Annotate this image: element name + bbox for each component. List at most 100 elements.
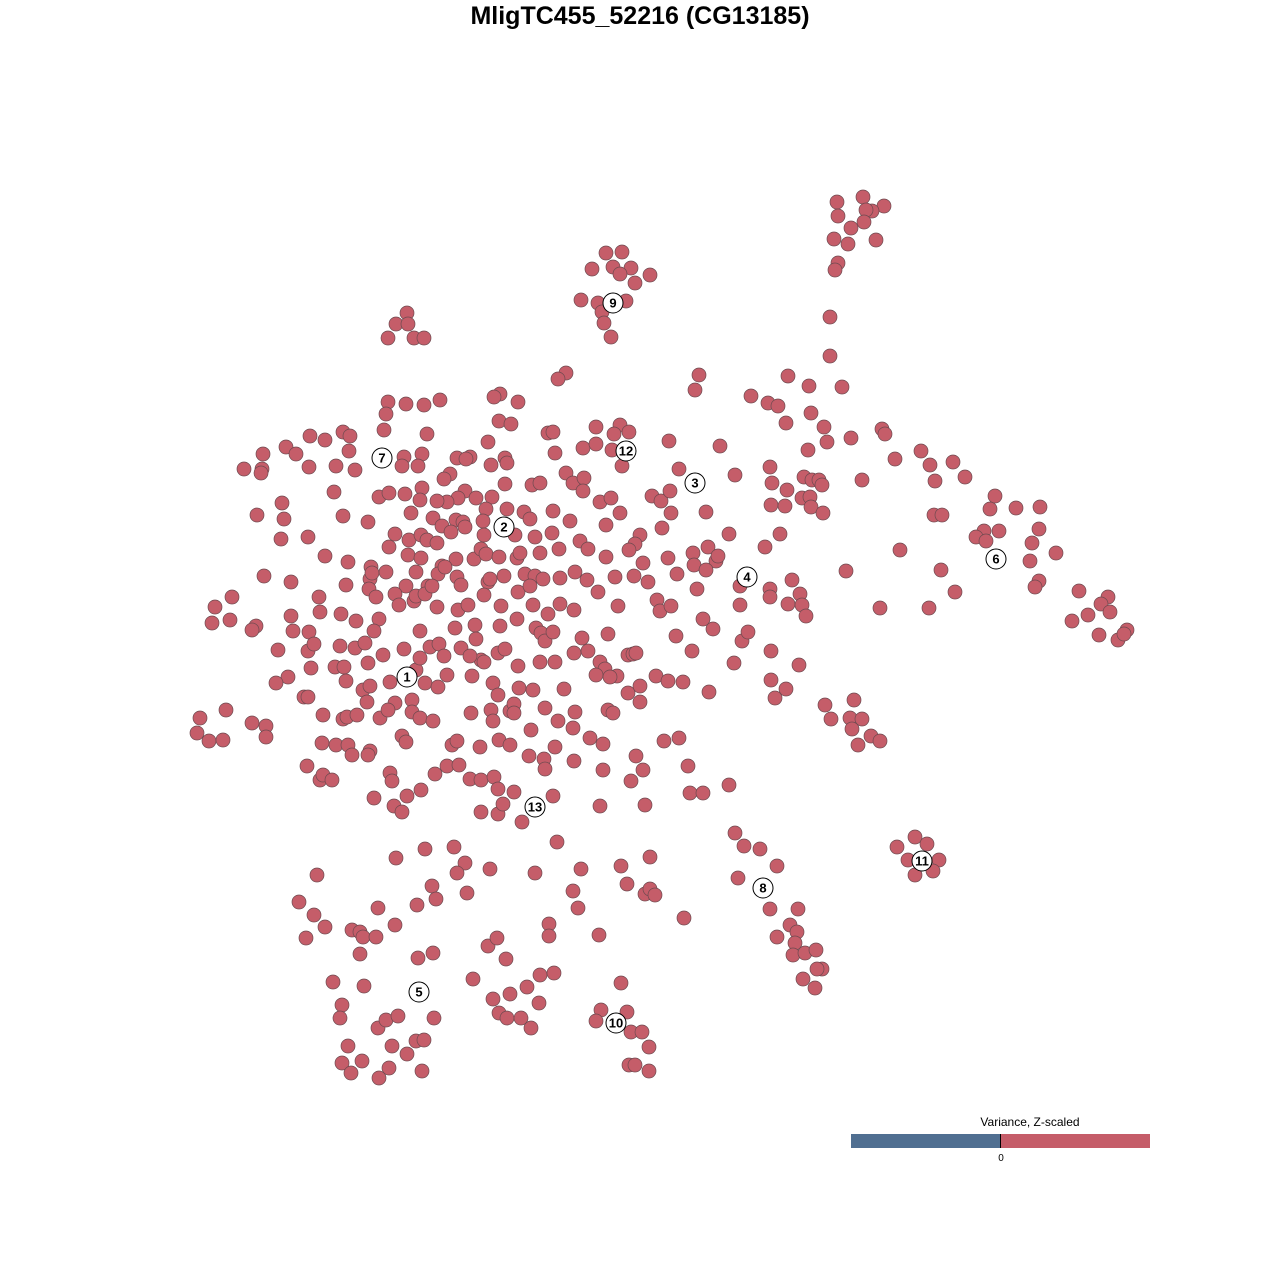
data-point	[621, 424, 637, 440]
data-point	[607, 569, 623, 585]
data-point	[695, 611, 711, 627]
data-point	[545, 503, 561, 519]
cluster-label-circle	[524, 796, 546, 818]
data-point	[436, 471, 452, 487]
data-point	[588, 667, 604, 683]
data-point	[721, 526, 737, 542]
data-point	[333, 606, 349, 622]
data-point	[603, 490, 619, 506]
data-point	[991, 523, 1007, 539]
data-point	[606, 426, 622, 442]
data-point	[388, 850, 404, 866]
cluster-label-text: 8	[759, 881, 766, 896]
data-point	[627, 275, 643, 291]
data-point	[654, 520, 670, 536]
data-point	[566, 602, 582, 618]
data-point	[523, 1020, 539, 1036]
data-point	[312, 604, 328, 620]
data-point	[540, 606, 556, 622]
data-point	[413, 550, 429, 566]
data-point	[537, 761, 553, 777]
data-point	[819, 434, 835, 450]
data-point	[523, 722, 539, 738]
cluster-label-1: 1	[396, 666, 418, 688]
data-point	[922, 457, 938, 473]
data-point	[595, 762, 611, 778]
data-point	[740, 624, 756, 640]
data-point	[801, 378, 817, 394]
data-point	[525, 682, 541, 698]
data-point	[522, 511, 538, 527]
data-point	[807, 980, 823, 996]
data-point	[311, 589, 327, 605]
data-point	[656, 733, 672, 749]
data-point	[712, 438, 728, 454]
data-point	[414, 480, 430, 496]
cluster-label-7: 7	[371, 447, 393, 469]
data-point	[854, 472, 870, 488]
data-point	[556, 681, 572, 697]
data-point	[473, 772, 489, 788]
data-point	[375, 647, 391, 663]
data-point	[635, 555, 651, 571]
legend-high-segment	[1001, 1134, 1150, 1148]
data-point	[855, 189, 871, 205]
data-point	[347, 462, 363, 478]
data-point	[324, 772, 340, 788]
data-point	[396, 641, 412, 657]
data-point	[1008, 500, 1024, 516]
data-point	[790, 901, 806, 917]
data-point	[552, 570, 568, 586]
data-point	[416, 330, 432, 346]
data-point	[306, 636, 322, 652]
data-point	[803, 405, 819, 421]
data-point	[613, 858, 629, 874]
data-point	[448, 551, 464, 567]
data-point	[491, 549, 507, 565]
cluster-label-10: 10	[605, 1012, 627, 1034]
cluster-label-text: 10	[609, 1016, 623, 1031]
data-point	[384, 773, 400, 789]
cluster-label-text: 9	[609, 296, 616, 311]
cluster-label-circle	[615, 440, 637, 462]
data-point	[387, 917, 403, 933]
data-point	[274, 495, 290, 511]
data-point	[443, 524, 459, 540]
data-point	[506, 784, 522, 800]
data-point	[641, 1063, 657, 1079]
data-point	[769, 858, 785, 874]
data-point	[236, 461, 252, 477]
data-point	[780, 596, 796, 612]
data-point	[360, 514, 376, 530]
data-point	[315, 707, 331, 723]
data-point	[513, 1010, 529, 1026]
data-point	[509, 611, 525, 627]
data-point	[338, 673, 354, 689]
data-point	[300, 689, 316, 705]
data-point	[493, 598, 509, 614]
data-point	[465, 971, 481, 987]
data-point	[283, 608, 299, 624]
data-point	[362, 678, 378, 694]
cluster-label-circle	[911, 850, 933, 872]
cluster-label-12: 12	[615, 440, 637, 462]
data-point	[602, 669, 618, 685]
data-point	[877, 426, 893, 442]
data-point	[619, 1004, 635, 1020]
data-point	[335, 508, 351, 524]
data-point	[244, 622, 260, 638]
data-point	[785, 947, 801, 963]
data-point	[1071, 583, 1087, 599]
cluster-label-text: 6	[992, 552, 999, 567]
data-point	[545, 424, 561, 440]
data-point	[565, 883, 581, 899]
data-point	[730, 870, 746, 886]
data-point	[628, 645, 644, 661]
data-point	[947, 584, 963, 600]
data-point	[710, 548, 726, 564]
data-point	[303, 660, 319, 676]
data-point	[218, 702, 234, 718]
cluster-label-text: 4	[743, 570, 751, 585]
data-point	[384, 1038, 400, 1054]
